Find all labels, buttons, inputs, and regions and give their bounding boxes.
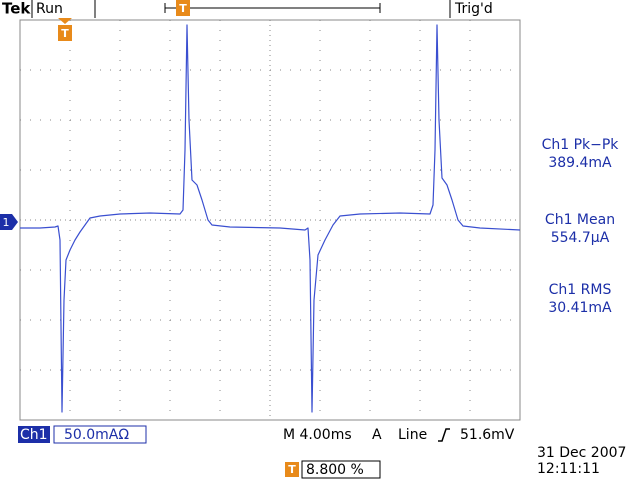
- trigger-source: A: [372, 427, 382, 443]
- measurement-label: Ch1 Mean: [545, 212, 615, 228]
- trigger-pos-icon-letter: T: [288, 463, 296, 476]
- measurement-label: Ch1 RMS: [549, 282, 612, 298]
- channel-badge: [18, 426, 50, 443]
- channel-ground-marker: [0, 214, 18, 230]
- grid: [19, 19, 521, 421]
- vertical-scale: 50.0mAΩ: [64, 427, 129, 443]
- trigger-pos-box: [301, 460, 381, 479]
- trigger-pos-marker: [176, 0, 190, 16]
- trigger-type: Line: [398, 427, 427, 443]
- trigger-position: 8.800 %: [306, 462, 364, 478]
- trigger-marker-letter: T: [61, 27, 69, 40]
- trigger-level: 51.6mV: [460, 427, 515, 443]
- waveform: [20, 24, 521, 413]
- trigger-status: Trig'd: [454, 1, 493, 17]
- trigger-marker: [58, 25, 72, 41]
- measurement-value: 554.7µA: [551, 230, 610, 246]
- run-state: Run: [36, 1, 63, 17]
- brand: Tek: [2, 0, 31, 18]
- measurement-value: 30.41mA: [548, 300, 612, 316]
- trigger-arrow: [58, 18, 72, 24]
- date: 31 Dec 2007: [537, 445, 626, 461]
- rising-edge-icon: [438, 428, 450, 442]
- trigger-pos-icon: [285, 462, 299, 477]
- measurement-value: 389.4mA: [548, 155, 612, 171]
- scale-box: [53, 425, 147, 444]
- graticule-border: [19, 19, 521, 421]
- channel-marker-label: 1: [3, 216, 10, 229]
- trace-group: [20, 24, 521, 413]
- trigger-pos-letter: T: [179, 2, 187, 15]
- channel-name: Ch1: [20, 427, 48, 443]
- time: 12:11:11: [537, 461, 600, 477]
- measurement-label: Ch1 Pk−Pk: [542, 137, 620, 153]
- timebase: M 4.00ms: [283, 427, 352, 443]
- record-bracket: [164, 3, 381, 13]
